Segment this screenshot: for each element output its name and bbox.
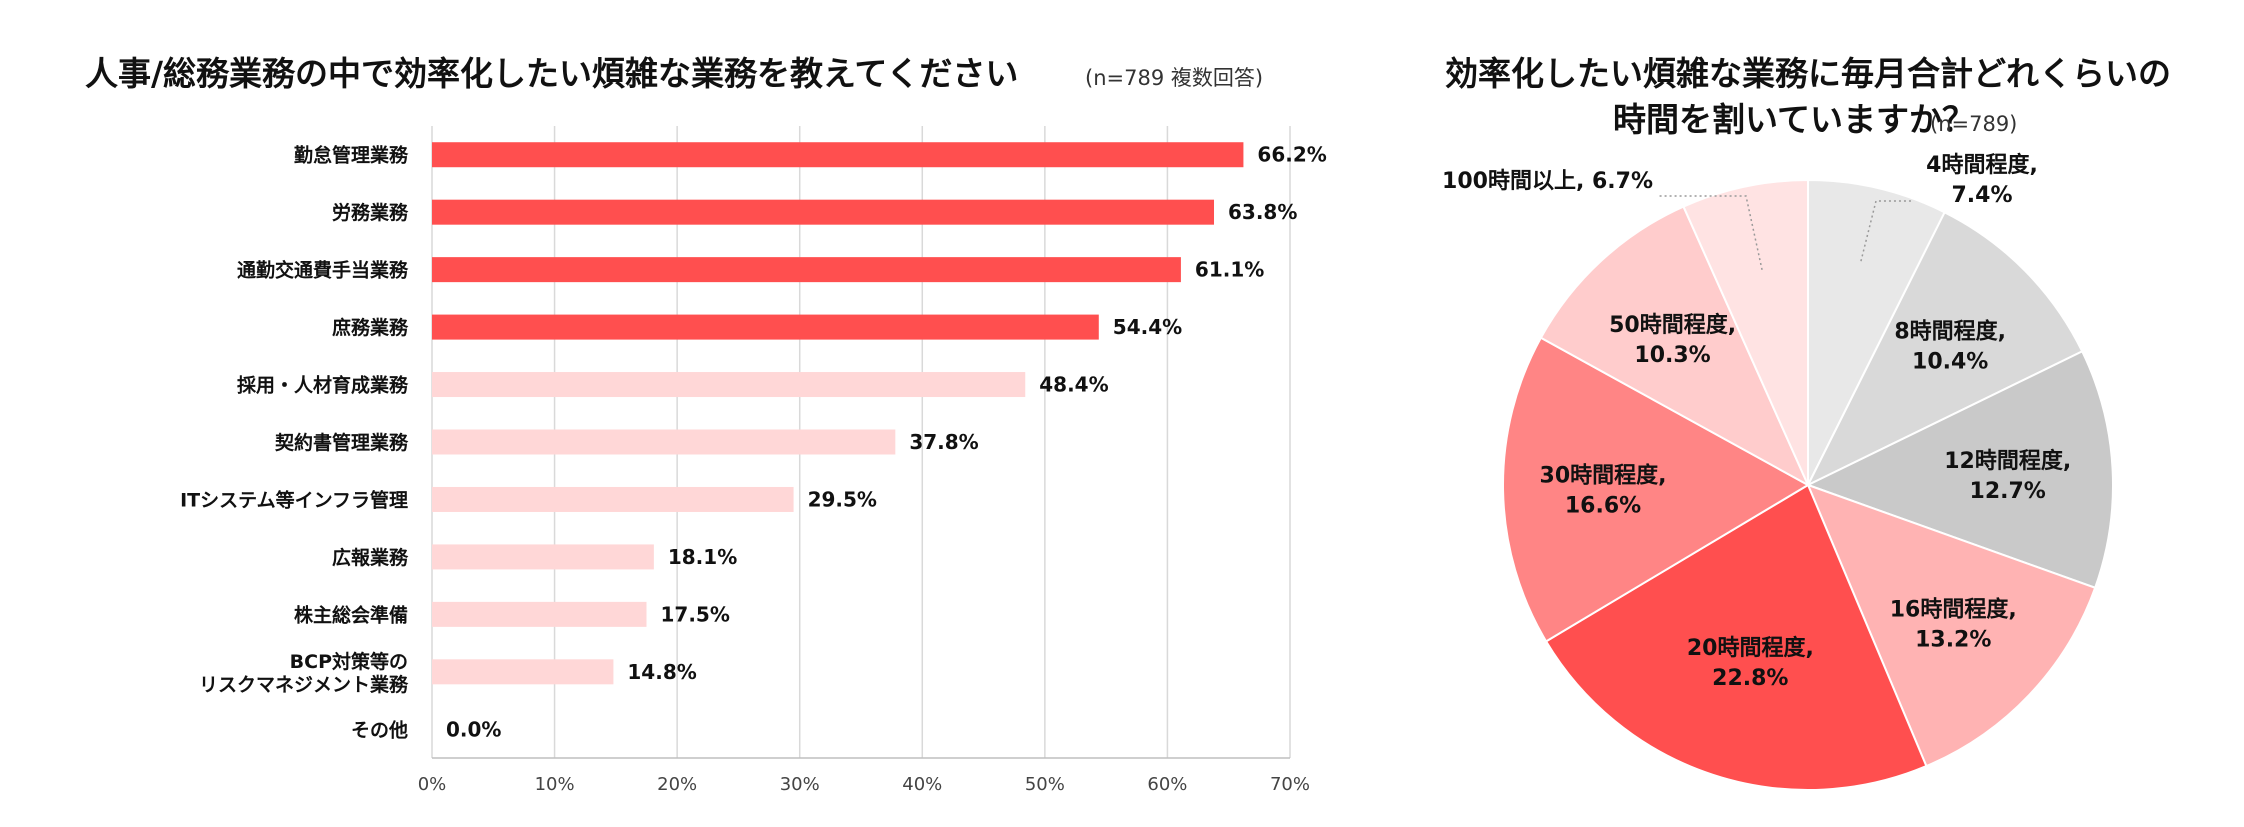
pie-chart-title-line2: 時間を割いていますか？ xyxy=(1613,100,1975,139)
bar xyxy=(432,601,647,627)
leader-line xyxy=(1658,195,1763,271)
pie-slice xyxy=(1539,205,1811,488)
value-label: 61.1% xyxy=(1195,258,1264,282)
slice-label: 4時間程度, 7.4% xyxy=(1926,152,2038,208)
category-label: 勤怠管理業務 xyxy=(294,144,409,167)
value-label: 66.2% xyxy=(1257,143,1326,167)
value-label: 18.1% xyxy=(668,545,737,569)
slice-label: 12時間程度, 12.7% xyxy=(1944,448,2071,504)
slice-label: 20時間程度, 22.8% xyxy=(1687,635,1814,691)
x-tick-label: 60% xyxy=(1147,774,1187,795)
pie-slice xyxy=(1502,336,1811,643)
bar-chart: 0% 10% 20% 30% 40% 50% 60% 70% 勤怠管理業務 66.2% 労務業務 63… xyxy=(180,126,1327,795)
slice-label: 50時間程度, 10.3% xyxy=(1609,312,1736,368)
value-label: 0.0% xyxy=(446,717,501,741)
bar xyxy=(432,142,1244,168)
bar xyxy=(432,199,1215,225)
bar-chart-subtitle: (n=789 複数回答) xyxy=(1085,66,1263,90)
pie-slice xyxy=(1805,350,2114,590)
category-label: 通勤交通費手当業務 xyxy=(237,259,409,282)
bar xyxy=(432,544,654,570)
slice-label: 30時間程度, 16.6% xyxy=(1540,463,1667,519)
x-tick-label: 50% xyxy=(1025,774,1065,795)
x-tick-label: 0% xyxy=(418,774,447,795)
category-label: 契約書管理業務 xyxy=(274,431,409,454)
slice-label: 100時間以上, 6.7% xyxy=(1442,169,1653,194)
pie-slice xyxy=(1806,483,2097,768)
bar xyxy=(432,257,1181,283)
category-label: 株主総会準備 xyxy=(294,603,408,626)
value-label: 14.8% xyxy=(627,660,696,684)
x-tick-label: 20% xyxy=(657,774,697,795)
pie-chart: 8時間程度, 10.4% 12時間程度, 12.7% 16時間程度, 13.2% 20時間程… xyxy=(1442,152,2114,791)
pie-slice xyxy=(1682,178,1809,486)
category-label: 庶務業務 xyxy=(332,316,409,339)
bar-chart-title: 人事/総務業務の中で効率化したい煩雑な業務を教えてください xyxy=(85,54,1018,93)
category-label: 採用・人材育成業務 xyxy=(237,374,409,397)
category-label: ITシステム等インフラ管理 xyxy=(180,488,408,511)
bar xyxy=(432,659,614,685)
category-label: 広報業務 xyxy=(332,546,409,569)
slice-label: 8時間程度, 10.4% xyxy=(1894,318,2006,374)
x-tick-label: 70% xyxy=(1270,774,1310,795)
category-label: その他 xyxy=(351,718,408,741)
slice-label: 16時間程度, 13.2% xyxy=(1890,596,2017,652)
x-tick-label: 10% xyxy=(535,774,575,795)
value-label: 48.4% xyxy=(1039,373,1108,397)
pie-slice xyxy=(1805,210,2084,488)
pie-slice xyxy=(1807,178,1946,486)
value-label: 29.5% xyxy=(808,487,877,511)
x-tick-label: 40% xyxy=(902,774,942,795)
category-label: BCP対策等のリスクマネジメント業務 xyxy=(199,650,409,696)
bar xyxy=(432,314,1099,340)
pie-chart-subtitle: (n=789) xyxy=(1930,112,2017,136)
value-label: 17.5% xyxy=(661,602,730,626)
pie-slice xyxy=(1544,483,1928,791)
value-label: 37.8% xyxy=(909,430,978,454)
value-label: 54.4% xyxy=(1113,315,1182,339)
bar xyxy=(432,429,896,455)
value-label: 63.8% xyxy=(1228,200,1297,224)
x-tick-label: 30% xyxy=(780,774,820,795)
leader-line xyxy=(1860,200,1912,262)
pie-chart-title-line1: 効率化したい煩雑な業務に毎月合計どれくらいの xyxy=(1445,54,2171,93)
bar xyxy=(432,372,1026,398)
category-label: 労務業務 xyxy=(332,201,409,224)
bar xyxy=(432,486,794,512)
